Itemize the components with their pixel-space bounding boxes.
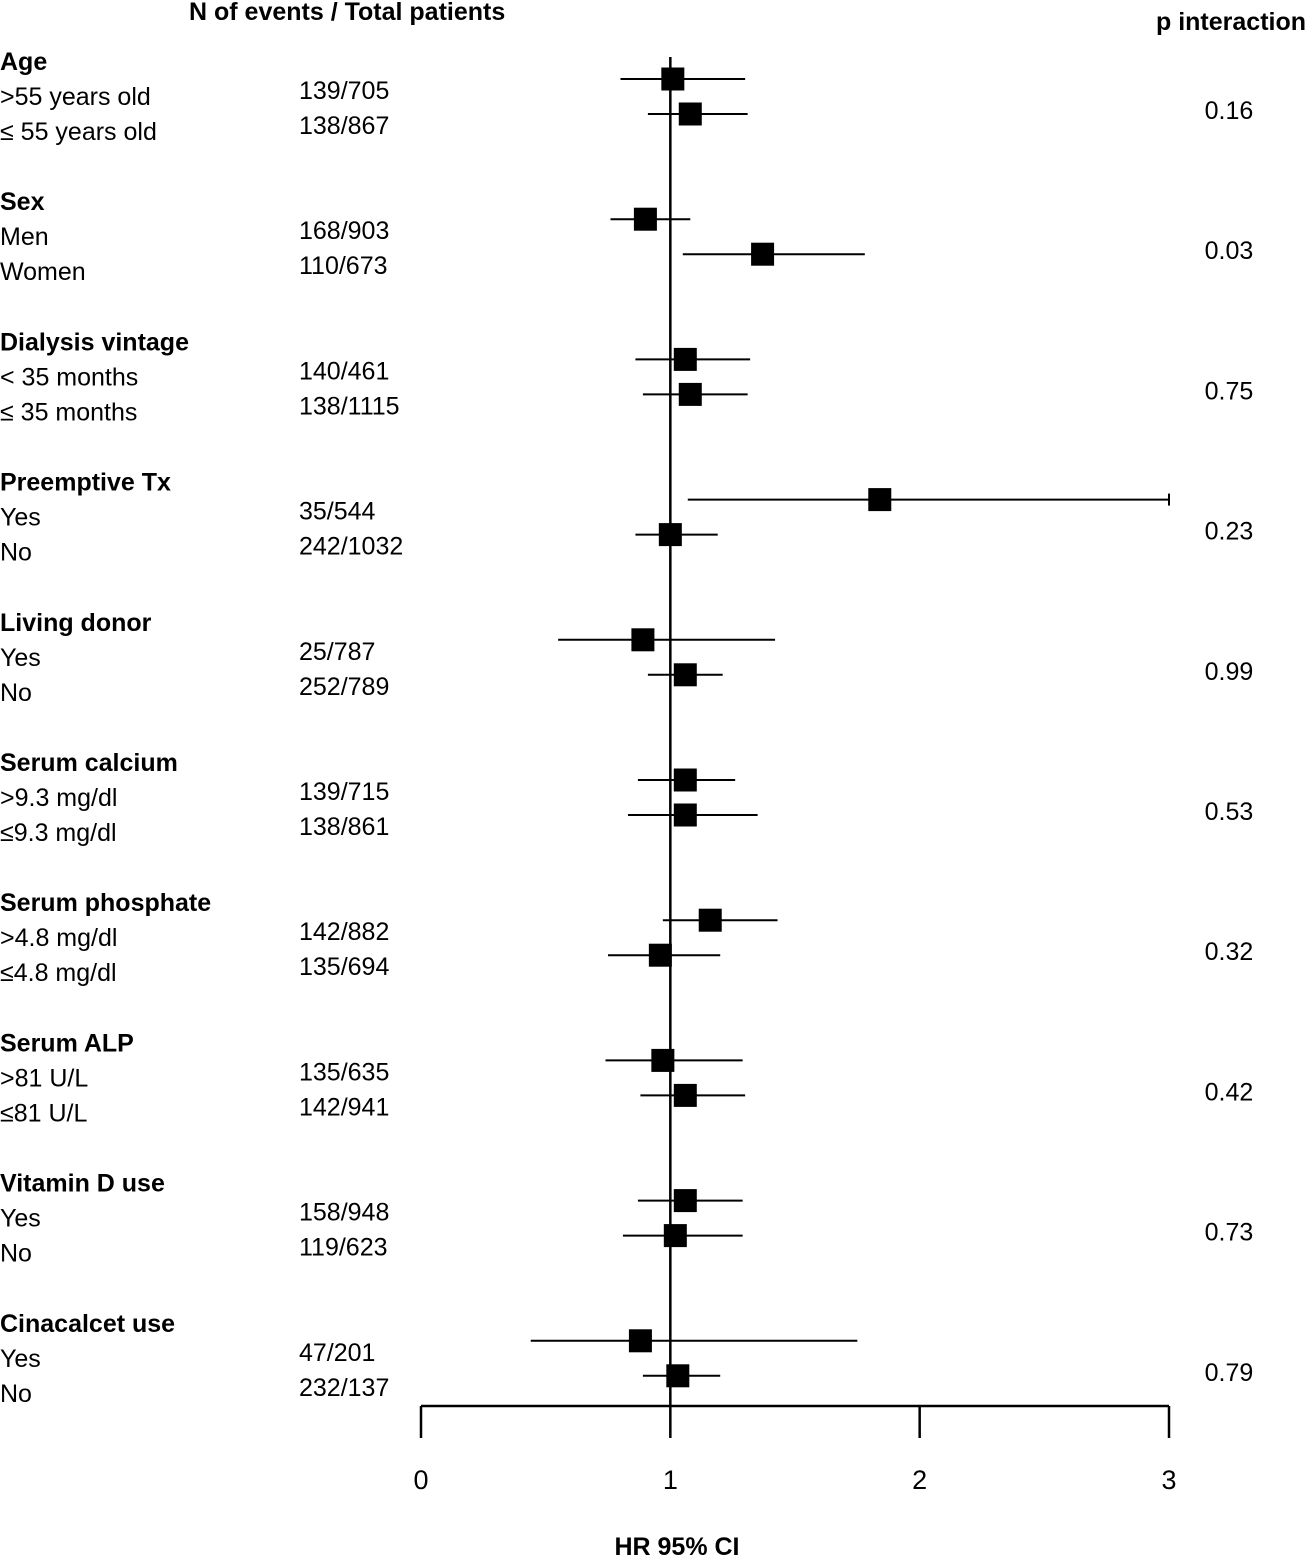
x-axis: 0 1 2 3 (413, 1404, 1177, 1495)
subgroup-title: Serum ALP (0, 1029, 134, 1057)
subgroup-title: Sex (0, 188, 45, 216)
p-interaction-value: 0.75 (1205, 377, 1254, 405)
row-label: Yes (0, 644, 41, 672)
subgroup-title: Age (0, 48, 47, 76)
events-total-value: 110/673 (299, 252, 388, 280)
subgroup-title: Preemptive Tx (0, 469, 171, 497)
events-total-value: 242/1032 (299, 533, 403, 561)
events-total-value: 47/201 (299, 1339, 375, 1367)
row-label: No (0, 539, 32, 567)
p-interaction-value: 0.73 (1205, 1219, 1254, 1247)
events-total-value: 168/903 (299, 217, 389, 245)
p-interaction-value: 0.42 (1205, 1078, 1254, 1106)
row-label: ≤9.3 mg/dl (0, 819, 117, 847)
hazard-ratio-marker (661, 67, 685, 91)
p-interaction-value: 0.79 (1205, 1359, 1254, 1387)
events-total-value: 138/861 (299, 813, 389, 841)
subgroup-title: Dialysis vintage (0, 328, 189, 356)
row-label: No (0, 1380, 32, 1408)
row-label: ≤ 55 years old (0, 118, 157, 146)
hazard-ratio-marker (673, 663, 697, 687)
subgroup-title: Living donor (0, 609, 152, 637)
events-total-value: 158/948 (299, 1199, 389, 1227)
p-interaction-header: p interaction (1156, 8, 1306, 36)
p-interaction-value: 0.03 (1205, 237, 1254, 265)
hazard-ratio-marker (673, 803, 697, 827)
hazard-ratio-marker (673, 1083, 697, 1107)
row-label: No (0, 679, 32, 707)
forest-rows: Age 0.16 >55 years old 139/705 ≤ 55 years ol… (0, 48, 1253, 1408)
events-total-value: 232/137 (299, 1374, 389, 1402)
row-label: ≤4.8 mg/dl (0, 959, 117, 987)
hazard-ratio-marker (698, 908, 722, 932)
row-label: >81 U/L (0, 1064, 88, 1092)
events-total-value: 138/1115 (299, 392, 400, 420)
row-label: Men (0, 223, 49, 251)
events-column-header: N of events / Total patients (189, 0, 505, 26)
subgroup-title: Vitamin D use (0, 1170, 165, 1198)
events-total-value: 135/635 (299, 1058, 389, 1086)
row-label: Yes (0, 1205, 41, 1233)
p-interaction-value: 0.16 (1205, 97, 1254, 125)
subgroup-title: Serum calcium (0, 749, 178, 777)
hazard-ratio-marker (651, 1048, 675, 1072)
hazard-ratio-marker (868, 488, 892, 512)
row-label: Yes (0, 1345, 41, 1373)
row-label: ≤81 U/L (0, 1099, 87, 1127)
hazard-ratio-marker (628, 1329, 652, 1353)
hazard-ratio-marker (633, 207, 657, 231)
p-interaction-value: 0.23 (1205, 518, 1254, 546)
row-label: >55 years old (0, 83, 151, 111)
events-total-value: 142/882 (299, 918, 389, 946)
hazard-ratio-marker (648, 943, 672, 967)
p-interaction-value: 0.53 (1205, 798, 1254, 826)
x-tick-label: 2 (912, 1465, 927, 1495)
x-axis-label: HR 95% CI (614, 1533, 739, 1556)
row-label: Yes (0, 504, 41, 532)
hazard-ratio-marker (678, 382, 702, 406)
events-total-value: 25/787 (299, 638, 375, 666)
hazard-ratio-marker (673, 768, 697, 792)
row-label: < 35 months (0, 363, 138, 391)
p-interaction-value: 0.99 (1205, 658, 1254, 686)
events-total-value: 252/789 (299, 673, 389, 701)
hazard-ratio-marker (666, 1364, 690, 1388)
hazard-ratio-marker (658, 523, 682, 547)
x-tick-label: 0 (413, 1465, 428, 1495)
events-total-value: 142/941 (299, 1093, 389, 1121)
x-tick-label: 3 (1161, 1465, 1176, 1495)
subgroup-title: Serum phosphate (0, 889, 211, 917)
events-total-value: 139/715 (299, 778, 389, 806)
row-label: >4.8 mg/dl (0, 924, 117, 952)
p-interaction-value: 0.32 (1205, 938, 1254, 966)
row-label: Women (0, 258, 86, 286)
hazard-ratio-marker (751, 242, 775, 266)
hazard-ratio-marker (673, 347, 697, 371)
events-total-value: 119/623 (299, 1234, 388, 1262)
hazard-ratio-marker (663, 1224, 687, 1248)
events-total-value: 138/867 (299, 112, 389, 140)
subgroup-title: Cinacalcet use (0, 1310, 175, 1338)
events-total-value: 135/694 (299, 953, 389, 981)
row-label: No (0, 1240, 32, 1268)
events-total-value: 139/705 (299, 77, 389, 105)
events-total-value: 140/461 (299, 357, 389, 385)
hazard-ratio-marker (631, 628, 655, 652)
row-label: ≤ 35 months (0, 398, 137, 426)
row-label: >9.3 mg/dl (0, 784, 117, 812)
hazard-ratio-marker (673, 1189, 697, 1213)
hazard-ratio-marker (678, 102, 702, 126)
x-tick-label: 1 (663, 1465, 678, 1495)
events-total-value: 35/544 (299, 498, 376, 526)
